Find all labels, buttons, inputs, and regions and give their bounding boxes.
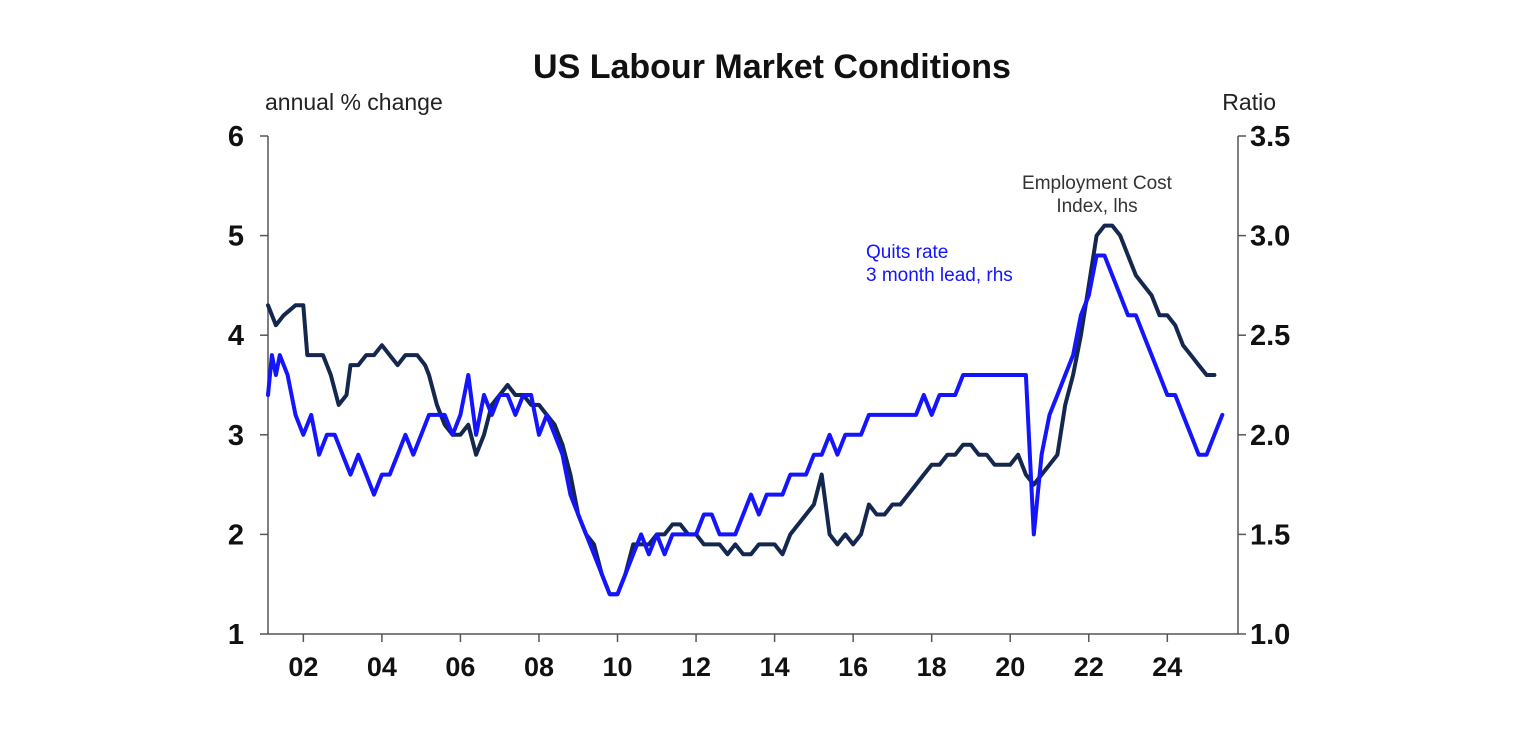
right-tick-label: 3.5 <box>1250 121 1290 153</box>
left-tick-label: 1 <box>228 619 244 651</box>
x-tick-label: 04 <box>367 652 397 682</box>
quits-annotation-line1: Quits rate <box>866 242 948 263</box>
right-tick-label: 2.0 <box>1250 420 1290 452</box>
x-axis-ticks: 02 04 06 08 10 12 14 16 18 20 22 24 <box>288 634 1182 682</box>
x-tick-label: 12 <box>681 652 711 682</box>
x-tick-label: 24 <box>1152 652 1182 682</box>
x-tick-label: 02 <box>288 652 318 682</box>
right-axis-label: Ratio <box>1222 89 1276 115</box>
x-tick-label: 22 <box>1074 652 1104 682</box>
x-tick-label: 10 <box>602 652 632 682</box>
left-tick-label: 3 <box>228 420 244 452</box>
x-tick-label: 14 <box>760 652 790 682</box>
x-tick-label: 06 <box>445 652 475 682</box>
left-tick-label: 5 <box>228 221 244 253</box>
x-tick-label: 16 <box>838 652 868 682</box>
quits-series-line <box>266 253 1225 597</box>
quits-annotation-line2: 3 month lead, rhs <box>866 265 1013 286</box>
right-tick-label: 2.5 <box>1250 320 1290 352</box>
chart-title: US Labour Market Conditions <box>533 48 1011 86</box>
eci-annotation-line2: Index, lhs <box>1056 196 1137 217</box>
right-axis-ticks: 1.0 1.5 2.0 2.5 3.0 3.5 <box>1238 121 1290 651</box>
left-tick-label: 4 <box>228 320 244 352</box>
right-tick-label: 1.0 <box>1250 619 1290 651</box>
left-tick-label: 6 <box>228 121 244 153</box>
series-lines <box>266 223 1225 597</box>
right-tick-label: 3.0 <box>1250 221 1290 253</box>
right-tick-label: 1.5 <box>1250 519 1290 551</box>
left-tick-label: 2 <box>228 519 244 551</box>
eci-series-line <box>266 223 1217 597</box>
left-axis-ticks: 1 2 3 4 5 6 <box>228 121 268 651</box>
x-tick-label: 08 <box>524 652 554 682</box>
left-axis-label: annual % change <box>265 89 443 115</box>
eci-annotation-line1: Employment Cost <box>1022 173 1173 194</box>
x-tick-label: 20 <box>995 652 1025 682</box>
x-tick-label: 18 <box>917 652 947 682</box>
